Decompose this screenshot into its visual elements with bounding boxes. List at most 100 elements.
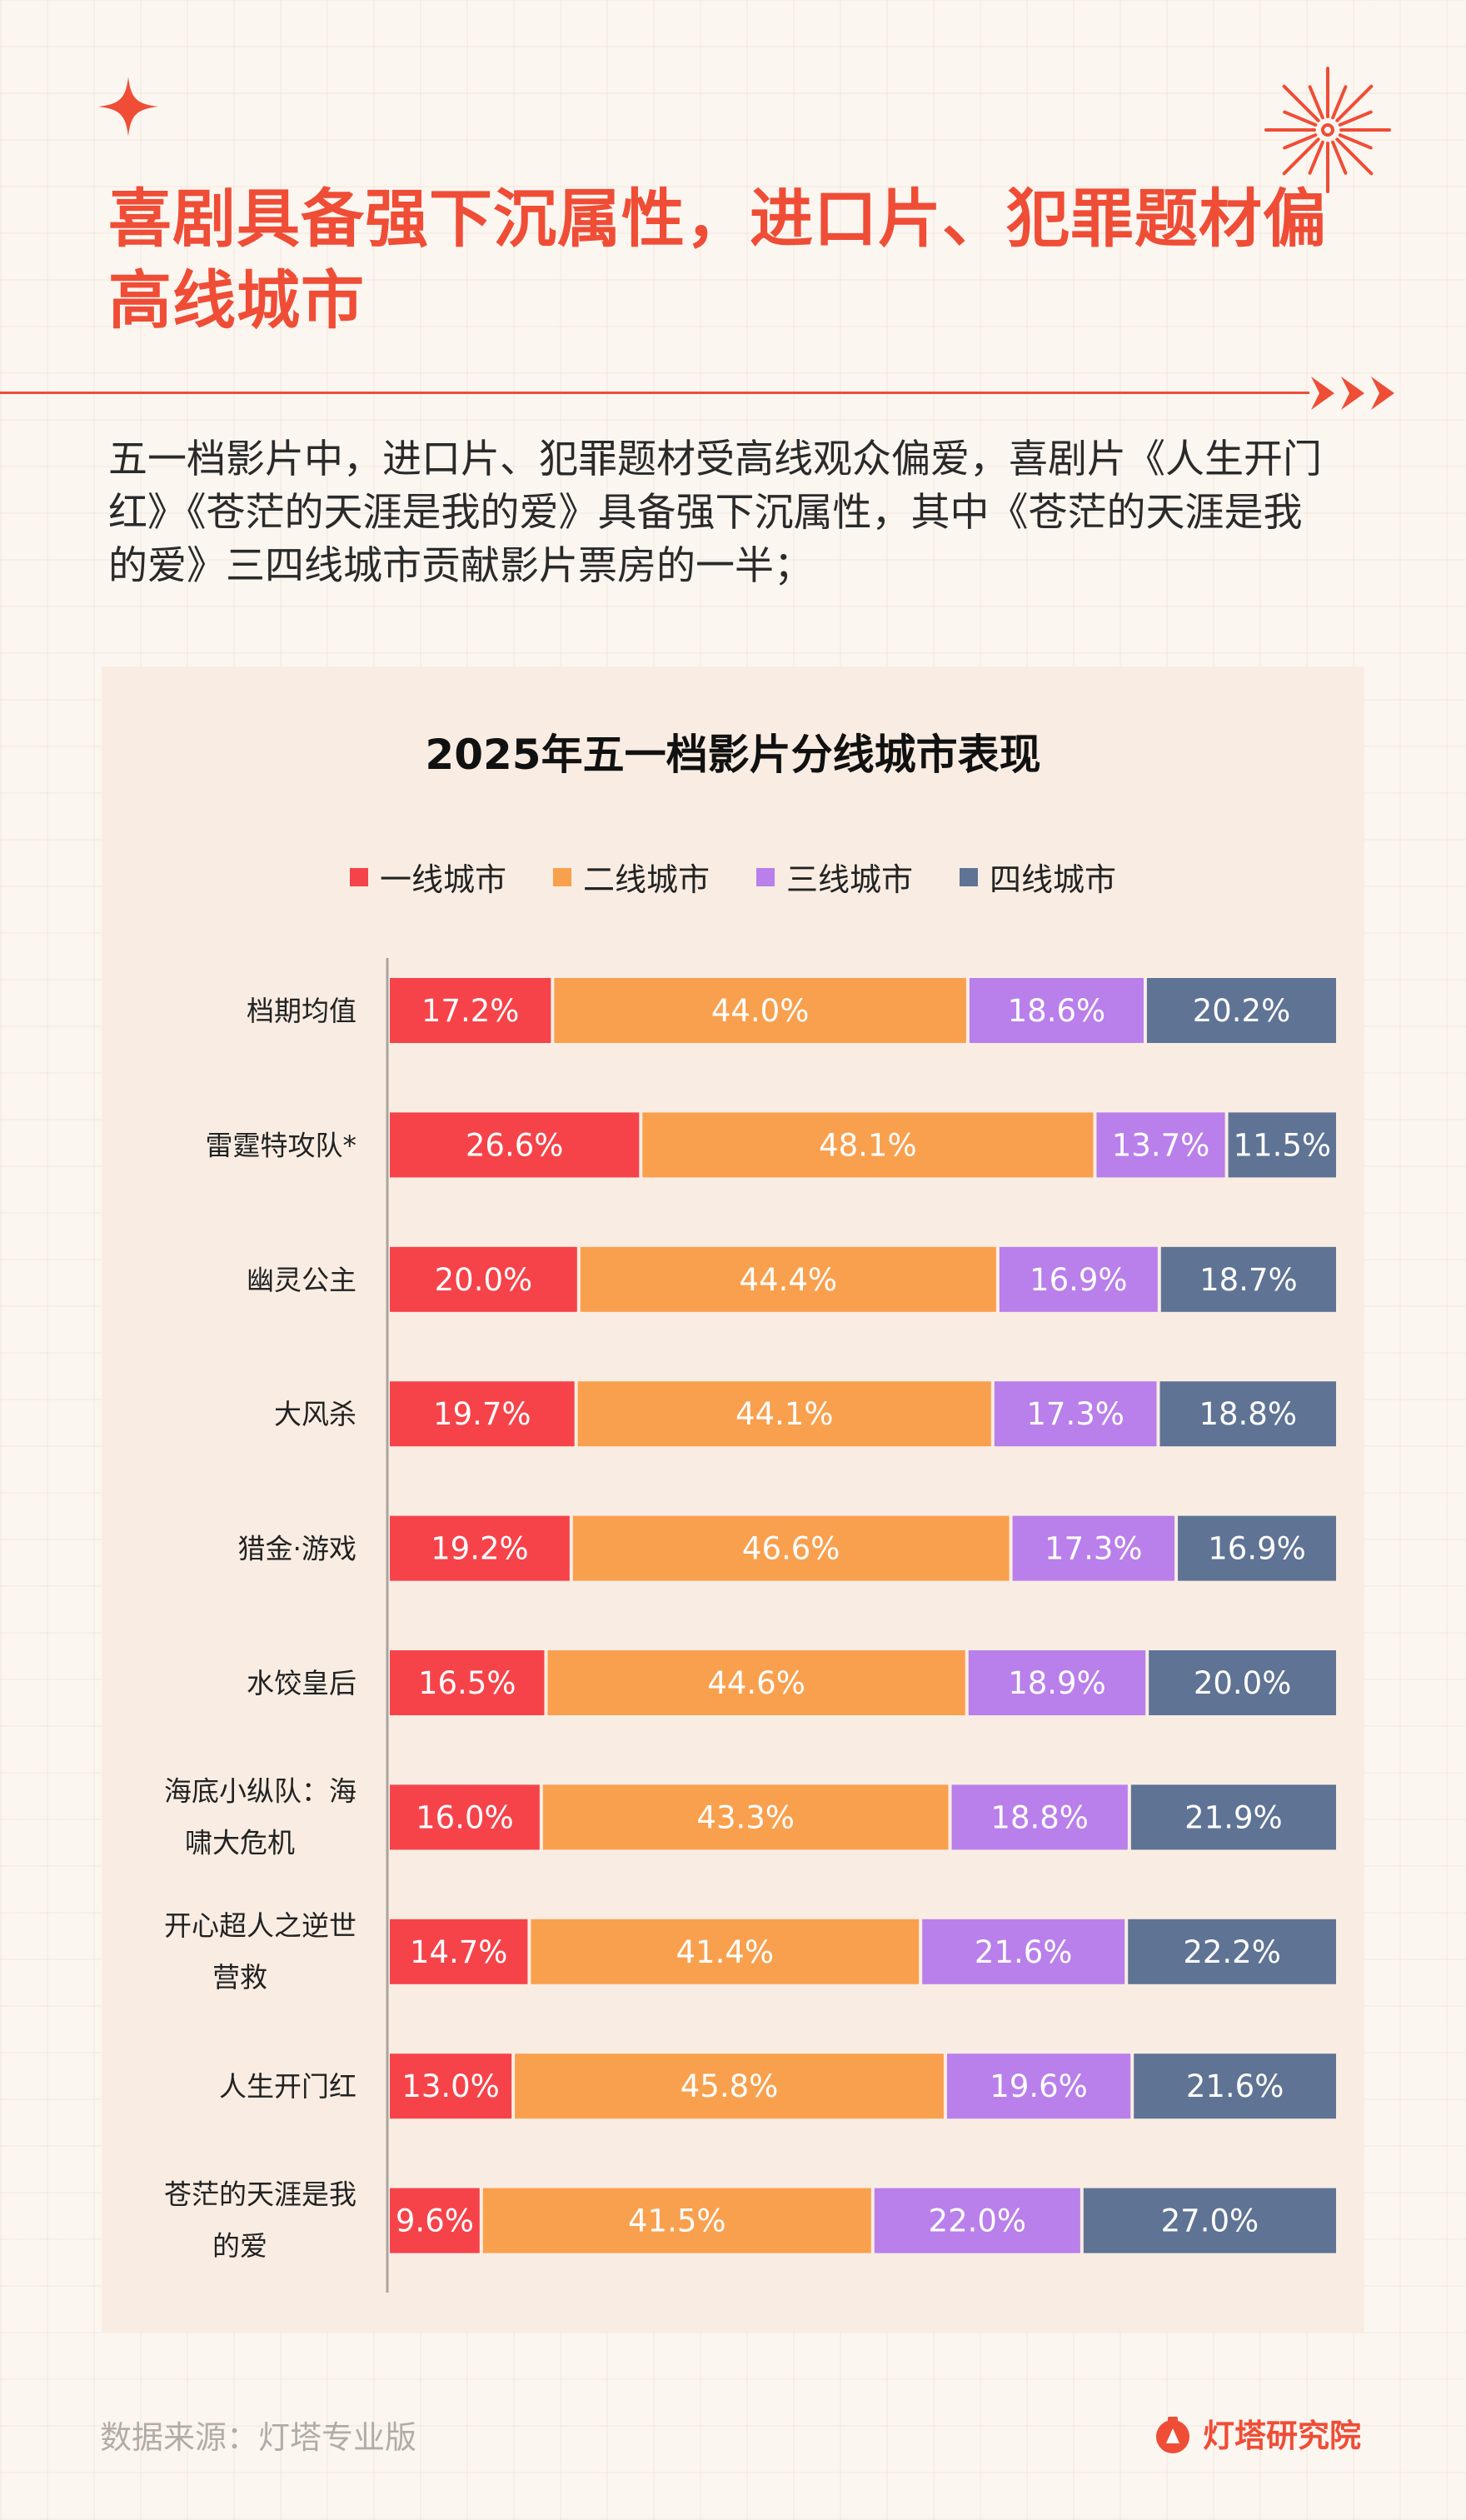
bar-segment bbox=[547, 1650, 965, 1715]
data-label: 16.9% bbox=[1208, 1531, 1306, 1567]
dengta-logo-icon bbox=[1156, 2416, 1189, 2453]
legend-label-tier3: 三线城市 bbox=[786, 861, 914, 898]
bar-segment bbox=[390, 1784, 540, 1850]
data-label: 44.0% bbox=[711, 993, 810, 1029]
data-label: 18.9% bbox=[1008, 1665, 1106, 1701]
category-label: 档期均值 bbox=[247, 995, 357, 1027]
legend-label-tier2: 二线城市 bbox=[582, 861, 710, 898]
bar-segment bbox=[874, 2188, 1080, 2253]
bar-segment bbox=[999, 1246, 1158, 1312]
data-label: 18.8% bbox=[990, 1799, 1089, 1835]
data-label: 18.7% bbox=[1199, 1262, 1298, 1298]
data-label: 48.1% bbox=[819, 1127, 917, 1163]
bar-segment bbox=[1149, 1650, 1336, 1715]
data-label: 19.2% bbox=[431, 1531, 529, 1567]
data-label: 26.6% bbox=[466, 1127, 564, 1163]
data-label: 22.0% bbox=[929, 2203, 1027, 2239]
data-label: 17.2% bbox=[421, 993, 520, 1029]
bar-segment bbox=[969, 978, 1144, 1043]
firework-icon bbox=[1264, 67, 1391, 193]
bar-segment bbox=[390, 978, 551, 1043]
legend-swatch-tier1 bbox=[349, 867, 368, 886]
bar-segment bbox=[1228, 1112, 1336, 1178]
category-label: 苍茫的天涯是我的爱 bbox=[164, 2178, 357, 2263]
bar-segment bbox=[554, 978, 966, 1043]
data-label: 44.1% bbox=[735, 1396, 834, 1432]
data-label: 20.0% bbox=[435, 1262, 533, 1298]
title-divider bbox=[0, 392, 1309, 394]
bar-segment bbox=[1096, 1112, 1225, 1178]
bar-segment bbox=[1159, 1381, 1336, 1447]
chart-legend: 一线城市 二线城市 三线城市 四线城市 bbox=[102, 854, 1364, 900]
page-title: 喜剧具备强下沉属性，进口片、犯罪题材偏高线城市 bbox=[108, 182, 1327, 337]
legend-label-tier4: 四线城市 bbox=[990, 861, 1117, 898]
bar-segment bbox=[1160, 1246, 1336, 1312]
bar-segment bbox=[390, 2188, 480, 2253]
data-label: 20.2% bbox=[1193, 993, 1291, 1029]
data-label: 18.6% bbox=[1008, 993, 1106, 1029]
legend-swatch-tier3 bbox=[756, 867, 775, 886]
data-label: 18.8% bbox=[1199, 1396, 1297, 1432]
bar-segment bbox=[390, 1246, 577, 1312]
data-label: 45.8% bbox=[681, 2068, 779, 2104]
bar-segment bbox=[994, 1381, 1157, 1447]
sparkle-star-icon bbox=[98, 77, 158, 137]
category-label: 猎金·游戏 bbox=[238, 1533, 357, 1565]
bar-segment bbox=[390, 1515, 570, 1581]
bar-segment bbox=[968, 1650, 1146, 1715]
data-label: 16.0% bbox=[416, 1799, 514, 1835]
data-label: 9.6% bbox=[396, 2203, 474, 2239]
category-label: 雷霆特攻队* bbox=[206, 1129, 357, 1161]
bar-segment bbox=[390, 1650, 545, 1715]
bar-segment bbox=[482, 2188, 871, 2253]
data-label: 16.9% bbox=[1030, 1262, 1128, 1298]
intro-text: 五一档影片中，进口片、犯罪题材受高线观众偏爱，喜剧片《人生开门红》《苍茫的天涯是… bbox=[108, 437, 1322, 589]
triple-arrow-icon bbox=[1311, 377, 1394, 410]
bar-segment bbox=[577, 1381, 991, 1447]
legend-swatch-tier2 bbox=[552, 867, 571, 886]
legend-item-tier2: 二线城市 bbox=[552, 854, 710, 900]
data-label: 14.7% bbox=[410, 1934, 508, 1970]
data-label: 41.4% bbox=[676, 1934, 775, 1970]
data-label: 19.6% bbox=[990, 2068, 1088, 2104]
bar-segment bbox=[1083, 2188, 1336, 2253]
data-label: 20.0% bbox=[1194, 1665, 1292, 1701]
legend-swatch-tier4 bbox=[960, 867, 979, 886]
data-label: 21.6% bbox=[975, 1934, 1073, 1970]
category-label: 水饺皇后 bbox=[247, 1667, 357, 1699]
bar-segment bbox=[951, 1784, 1128, 1850]
data-label: 13.0% bbox=[401, 2068, 500, 2104]
data-label: 13.7% bbox=[1112, 1127, 1210, 1163]
bar-segment bbox=[946, 2053, 1131, 2119]
chart-title: 2025年五一档影片分线城市表现 bbox=[425, 731, 1041, 779]
bar-segment bbox=[1146, 978, 1336, 1043]
data-label: 19.7% bbox=[433, 1396, 531, 1432]
bar-segment bbox=[1128, 1919, 1336, 1984]
legend-item-tier3: 三线城市 bbox=[756, 854, 913, 900]
category-label: 海底小纵队：海啸大危机 bbox=[164, 1774, 357, 1859]
data-label: 16.5% bbox=[418, 1665, 516, 1701]
data-label: 22.2% bbox=[1183, 1934, 1281, 1970]
data-label: 44.4% bbox=[740, 1262, 838, 1298]
bar-segment bbox=[1130, 1784, 1336, 1850]
brand: 灯塔研究院 bbox=[1151, 2410, 1361, 2456]
data-label: 21.6% bbox=[1186, 2068, 1284, 2104]
data-label: 46.6% bbox=[742, 1531, 840, 1567]
bar-segment bbox=[1134, 2053, 1336, 2119]
data-label: 27.0% bbox=[1161, 2203, 1259, 2239]
bar-segment bbox=[515, 2053, 944, 2119]
bar-segment bbox=[390, 2053, 512, 2119]
bar-segment bbox=[1012, 1515, 1175, 1581]
bar-segment bbox=[922, 1919, 1125, 1984]
bar-segment bbox=[642, 1112, 1094, 1178]
data-label: 11.5% bbox=[1234, 1127, 1332, 1163]
legend-label-tier1: 一线城市 bbox=[379, 861, 506, 898]
brand-name: 灯塔研究院 bbox=[1203, 2418, 1362, 2454]
data-label: 43.3% bbox=[696, 1799, 795, 1835]
data-label: 41.5% bbox=[628, 2203, 726, 2239]
data-label: 17.3% bbox=[1045, 1531, 1143, 1567]
bar-segment bbox=[390, 1381, 575, 1447]
bar-segment bbox=[390, 1919, 528, 1984]
data-label: 17.3% bbox=[1026, 1396, 1124, 1432]
